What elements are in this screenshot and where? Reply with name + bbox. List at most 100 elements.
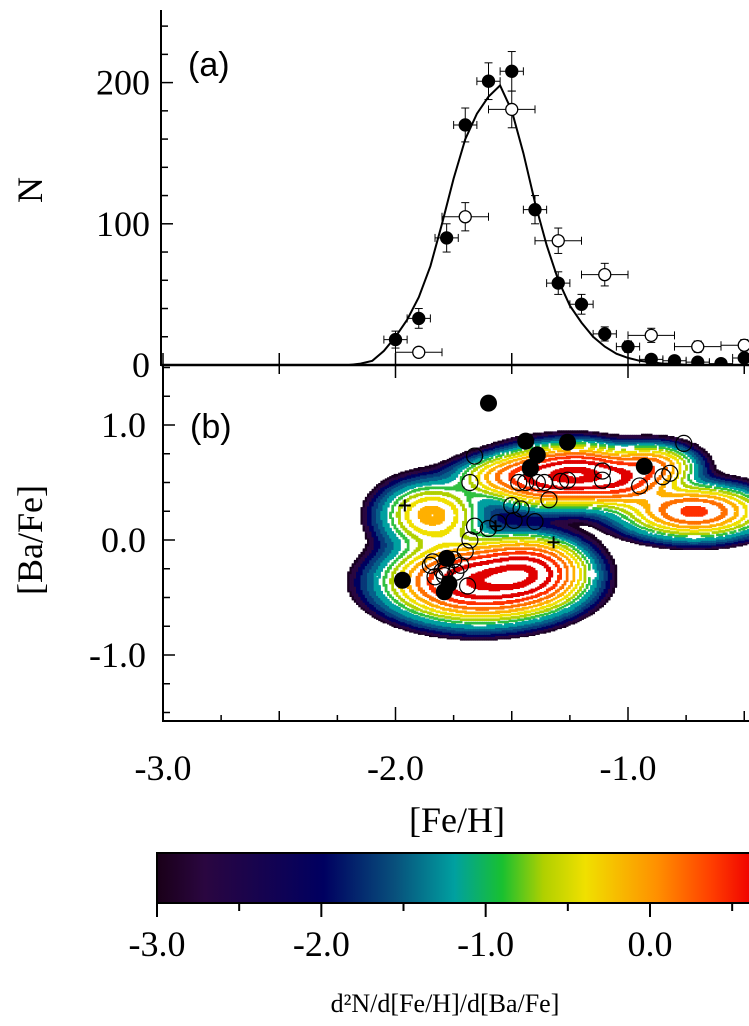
contour-cell	[479, 626, 483, 630]
contour-cell	[484, 581, 487, 585]
contour-cell	[424, 491, 428, 494]
contour-cell	[455, 609, 459, 612]
open-marker	[737, 338, 749, 352]
contour-cell	[482, 502, 485, 506]
contour-cell	[406, 470, 410, 474]
contour-cell	[479, 542, 483, 546]
contour-cell	[424, 618, 428, 622]
contour-cell	[468, 557, 472, 561]
contour-cell	[369, 491, 372, 494]
contour-cell	[440, 530, 443, 533]
contour-cell	[409, 612, 412, 616]
contour-cell	[435, 604, 439, 608]
contour-cell	[402, 598, 406, 602]
contour-cell	[451, 617, 454, 620]
contour-cell	[431, 491, 434, 494]
contour-cell	[440, 486, 443, 490]
filled-marker	[412, 311, 426, 326]
contour-cell	[455, 566, 459, 570]
contour-cell	[451, 542, 454, 546]
contour-cell	[437, 600, 441, 603]
contour-cell	[420, 597, 423, 601]
contour-cell	[409, 469, 412, 472]
contour-cell	[398, 506, 401, 509]
contour-cell	[417, 493, 421, 497]
filled-point	[546, 271, 571, 295]
contour-cell	[437, 551, 441, 555]
contour-cell	[470, 625, 474, 628]
contour-cell	[433, 569, 436, 572]
contour-cell	[426, 577, 430, 580]
contour-cell	[468, 606, 472, 610]
contour-cell	[373, 486, 377, 490]
contour-cell	[415, 606, 419, 610]
contour-cell	[477, 532, 481, 536]
contour-cell	[395, 541, 399, 545]
contour-cell	[429, 563, 432, 566]
contour-cell	[473, 611, 476, 615]
contour-cell	[431, 603, 434, 607]
contour-cell	[479, 561, 483, 564]
contour-cell	[475, 562, 478, 565]
contour-cell	[484, 499, 487, 502]
contour-cell	[468, 601, 472, 604]
contour-cell	[411, 495, 414, 499]
contour-cell	[409, 554, 412, 557]
contour-cell	[484, 549, 487, 553]
contour-cell	[380, 480, 383, 484]
contour-cell	[358, 554, 361, 557]
contour-cell	[477, 614, 481, 618]
contour-cell	[422, 613, 425, 617]
contour-cell	[468, 563, 472, 566]
contour-cell	[464, 610, 467, 614]
contour-cell	[437, 623, 441, 626]
contour-cell	[367, 493, 370, 497]
contour-cell	[422, 604, 425, 608]
contour-cell	[433, 486, 436, 490]
filled-point	[434, 223, 459, 253]
contour-cell	[415, 526, 419, 530]
contour-cell	[479, 611, 483, 615]
contour-cell	[442, 542, 445, 546]
contour-cell	[349, 566, 353, 570]
contour-cell	[413, 610, 417, 614]
contour-cell	[426, 564, 430, 568]
contour-cell	[448, 623, 452, 626]
contour-cell	[479, 461, 483, 464]
contour-cell	[482, 611, 485, 615]
contour-cell	[451, 486, 454, 490]
filled-point	[476, 62, 501, 101]
contour-cell	[424, 530, 428, 533]
filled-point	[708, 356, 734, 366]
contour-cell	[422, 467, 425, 470]
contour-cell	[404, 536, 408, 540]
contour-cell	[433, 561, 436, 564]
contour-cell	[482, 621, 485, 625]
contour-cell	[462, 553, 465, 556]
contour-cell	[475, 618, 478, 622]
contour-cell	[440, 618, 443, 622]
contour-cell	[475, 538, 478, 541]
density-contours	[347, 430, 749, 641]
contour-cell	[475, 621, 478, 625]
contour-cell	[409, 597, 412, 601]
contour-cell	[431, 547, 434, 550]
contour-cell	[424, 465, 428, 469]
contour-cell	[409, 561, 412, 564]
contour-cell	[470, 618, 474, 622]
contour-cell	[479, 555, 483, 558]
contour-cell	[473, 606, 476, 610]
contour-cell	[462, 472, 465, 476]
contour-cell	[482, 550, 485, 554]
contour-cell	[406, 563, 410, 566]
contour-cell	[389, 511, 392, 515]
contour-cell	[398, 563, 401, 566]
contour-cell	[473, 594, 476, 597]
contour-cell	[457, 542, 461, 546]
contour-cell	[475, 531, 478, 534]
contour-cell	[402, 471, 406, 475]
contour-cell	[426, 618, 430, 622]
panel-a-label: (a)	[188, 46, 230, 84]
contour-cell	[431, 608, 434, 611]
contour-cell	[453, 495, 456, 499]
